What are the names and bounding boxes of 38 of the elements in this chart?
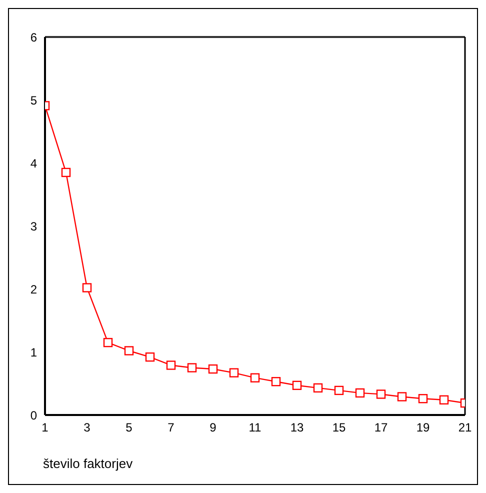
x-tick-label: 11 <box>248 420 262 435</box>
point <box>250 373 260 382</box>
point <box>229 368 239 378</box>
point <box>166 360 176 370</box>
point <box>397 392 407 402</box>
point <box>208 364 218 374</box>
x-tick-label: 15 <box>332 420 346 435</box>
point <box>61 168 71 178</box>
x-axis-title: število faktorjev <box>43 456 133 471</box>
point <box>313 383 323 393</box>
point <box>418 394 428 404</box>
point <box>103 338 113 348</box>
point <box>145 352 155 362</box>
point <box>271 377 281 386</box>
x-tick-label: 17 <box>374 420 388 435</box>
y-tick-label: 6 <box>30 30 38 44</box>
point <box>439 395 449 404</box>
y-tick-label: 0 <box>30 408 38 422</box>
x-tick-label: 5 <box>126 420 133 435</box>
point <box>292 380 302 390</box>
point <box>355 388 365 398</box>
point <box>334 386 344 396</box>
x-tick-label: 3 <box>84 420 91 435</box>
x-tick-label: 19 <box>416 420 430 435</box>
point <box>124 346 134 356</box>
y-tick-label: 5 <box>30 93 38 108</box>
point <box>187 363 197 372</box>
x-tick-label: 13 <box>290 420 304 435</box>
y-tick-label: 2 <box>30 282 38 296</box>
y-tick-label: 4 <box>30 156 38 170</box>
x-tick-label: 1 <box>42 420 49 435</box>
y-tick-label: 1 <box>30 345 38 360</box>
x-tick-label: 21 <box>458 420 472 435</box>
x-tick-label: 9 <box>210 420 217 435</box>
y-tick-label: 3 <box>30 219 38 234</box>
x-tick-label: 7 <box>168 420 175 435</box>
point <box>82 283 92 292</box>
point <box>376 390 386 399</box>
